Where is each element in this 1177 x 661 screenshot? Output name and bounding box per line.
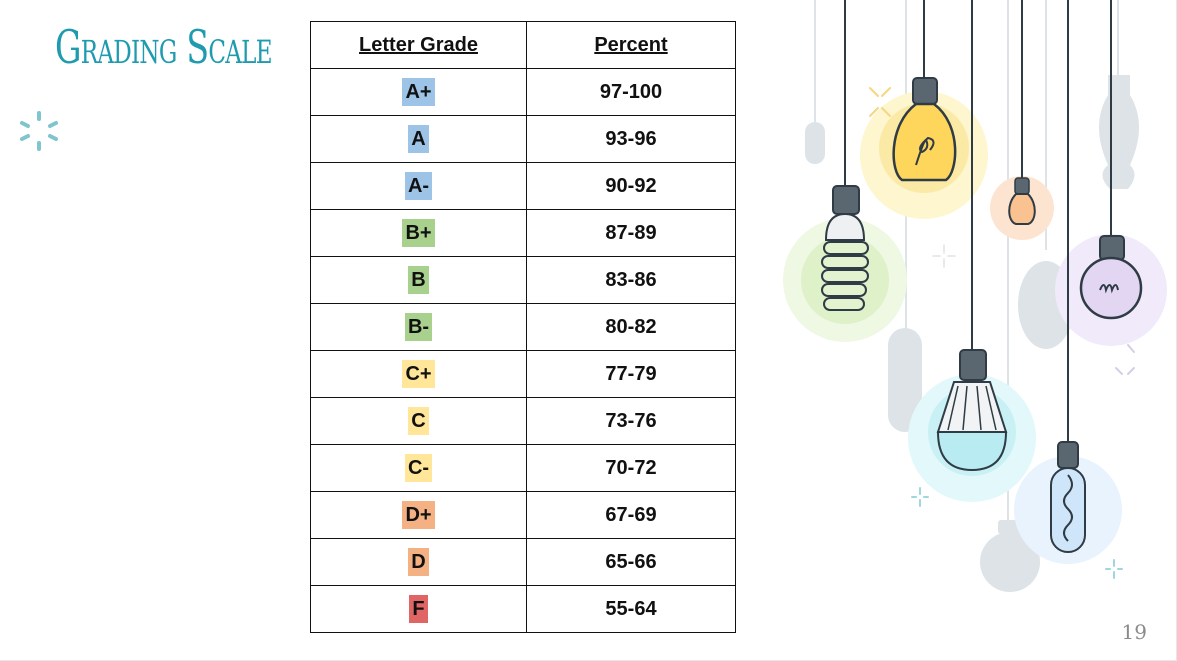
table-header-row: Letter Grade Percent xyxy=(310,21,736,69)
table-row: D 65-66 xyxy=(310,538,736,586)
grading-table: Letter Grade Percent A+ 97-100 A 93-96 A- 90-… xyxy=(310,21,736,633)
percent-range: 67-69 xyxy=(526,491,736,539)
letter-grade: B+ xyxy=(402,218,435,247)
letter-grade: A+ xyxy=(402,77,435,106)
table-row: C 73-76 xyxy=(310,397,736,445)
letter-grade: D+ xyxy=(402,500,435,529)
letter-grade: A xyxy=(408,124,429,153)
letter-grade: A- xyxy=(404,171,433,200)
percent-range: 97-100 xyxy=(526,68,736,116)
letter-grade-cell: C- xyxy=(310,444,527,492)
letter-grade: C+ xyxy=(402,359,435,388)
column-header-letter-grade: Letter Grade xyxy=(310,21,527,69)
letter-grade-cell: F xyxy=(310,585,527,633)
table-row: A+ 97-100 xyxy=(310,68,736,116)
letter-grade-cell: D+ xyxy=(310,491,527,539)
letter-grade: B- xyxy=(404,312,433,341)
percent-range: 73-76 xyxy=(526,397,736,445)
percent-range: 80-82 xyxy=(526,303,736,351)
table-row: C- 70-72 xyxy=(310,444,736,492)
letter-grade: F xyxy=(409,594,428,623)
letter-grade-cell: A+ xyxy=(310,68,527,116)
letter-grade: B xyxy=(408,265,429,294)
letter-grade-cell: B xyxy=(310,256,527,304)
table-row: D+ 67-69 xyxy=(310,491,736,539)
table-row: C+ 77-79 xyxy=(310,350,736,398)
percent-range: 87-89 xyxy=(526,209,736,257)
letter-grade-cell: B- xyxy=(310,303,527,351)
table-row: B 83-86 xyxy=(310,256,736,304)
percent-range: 77-79 xyxy=(526,350,736,398)
percent-range: 70-72 xyxy=(526,444,736,492)
letter-grade-cell: A- xyxy=(310,162,527,210)
page-number: 19 xyxy=(1121,620,1147,644)
column-header-percent: Percent xyxy=(526,21,736,69)
letter-grade: D xyxy=(408,547,429,576)
sparkle-icon xyxy=(20,111,58,151)
letter-grade: C xyxy=(408,406,429,435)
table-row: B- 80-82 xyxy=(310,303,736,351)
percent-range: 55-64 xyxy=(526,585,736,633)
table-row: A 93-96 xyxy=(310,115,736,163)
letter-grade-cell: C xyxy=(310,397,527,445)
letter-grade-cell: B+ xyxy=(310,209,527,257)
table-row: B+ 87-89 xyxy=(310,209,736,257)
table-body: A+ 97-100 A 93-96 A- 90-92 B+ 87-89 B 83-86 B- 80-8… xyxy=(310,68,736,633)
percent-range: 90-92 xyxy=(526,162,736,210)
table-row: F 55-64 xyxy=(310,585,736,633)
page-title: Grading Scale xyxy=(55,20,273,74)
percent-range: 93-96 xyxy=(526,115,736,163)
letter-grade: C- xyxy=(404,453,433,482)
letter-grade-cell: A xyxy=(310,115,527,163)
percent-range: 83-86 xyxy=(526,256,736,304)
light-bulbs-illustration xyxy=(783,0,1167,592)
table-row: A- 90-92 xyxy=(310,162,736,210)
letter-grade-cell: C+ xyxy=(310,350,527,398)
letter-grade-cell: D xyxy=(310,538,527,586)
percent-range: 65-66 xyxy=(526,538,736,586)
